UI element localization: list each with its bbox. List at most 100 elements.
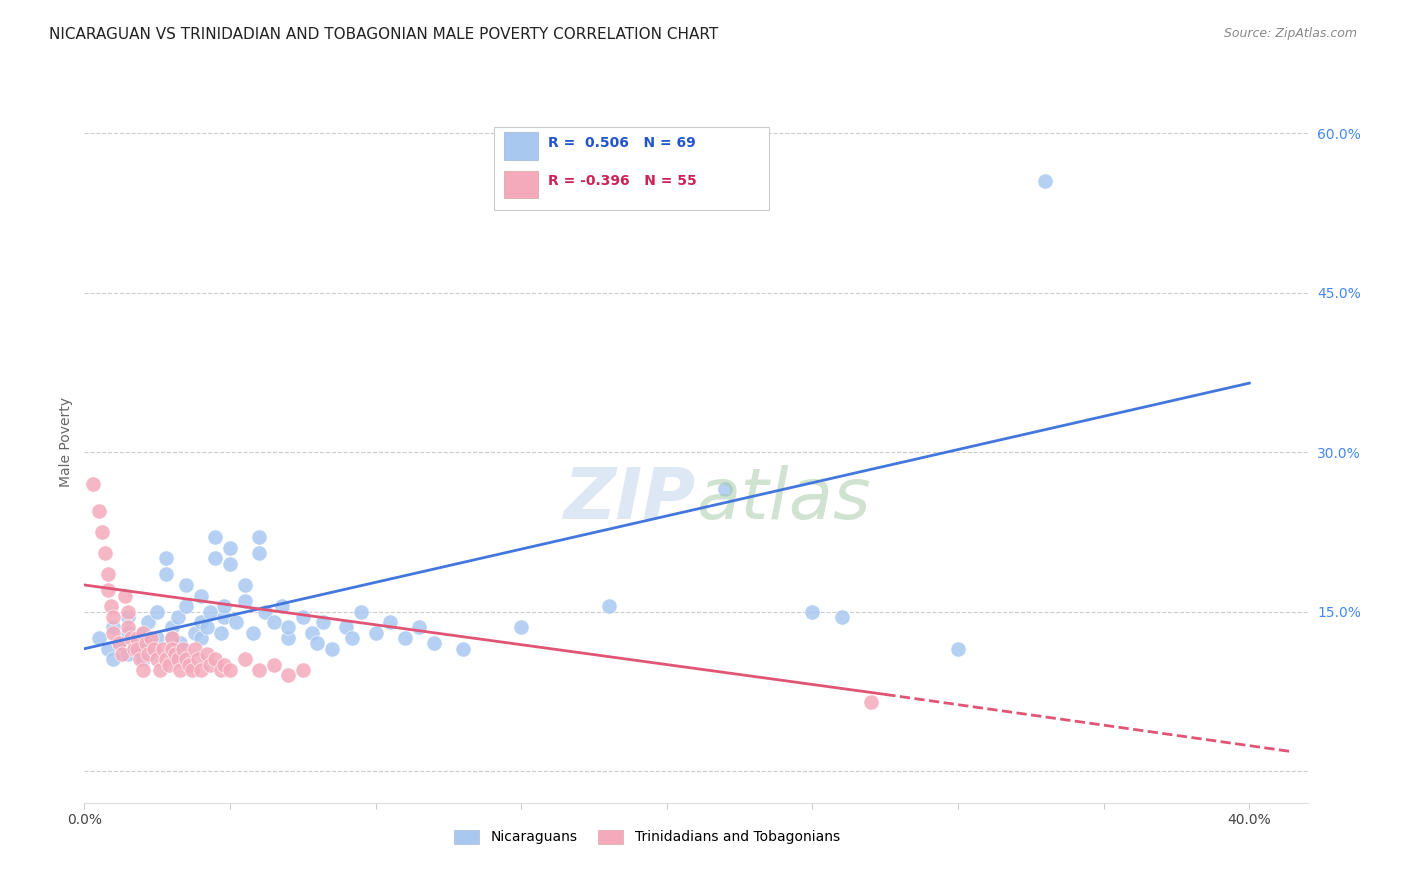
Point: [321, 641, 343, 656]
Point: [247, 530, 270, 544]
Point: [160, 641, 183, 656]
Text: ZIP: ZIP: [564, 465, 696, 533]
Point: [111, 647, 134, 661]
Point: [277, 620, 299, 634]
Point: [277, 631, 299, 645]
Point: [82, 477, 104, 491]
Point: [166, 610, 188, 624]
Point: [117, 620, 139, 634]
Point: [169, 663, 191, 677]
Point: [312, 615, 335, 630]
Point: [131, 625, 153, 640]
Point: [138, 615, 160, 630]
Text: Source: ZipAtlas.com: Source: ZipAtlas.com: [1223, 27, 1357, 40]
Point: [120, 631, 142, 645]
Point: [263, 615, 285, 630]
Point: [307, 636, 329, 650]
Point: [174, 652, 197, 666]
Point: [108, 636, 131, 650]
Point: [103, 625, 125, 640]
Point: [90, 524, 112, 539]
FancyBboxPatch shape: [494, 128, 769, 211]
Point: [271, 599, 294, 614]
Point: [160, 631, 183, 645]
Point: [160, 631, 183, 645]
Legend: Nicaraguans, Trinidadians and Tobagonians: Nicaraguans, Trinidadians and Tobagonian…: [449, 824, 845, 850]
Point: [394, 631, 416, 645]
Point: [138, 636, 160, 650]
Point: [117, 625, 139, 640]
Point: [247, 663, 270, 677]
Point: [204, 530, 226, 544]
Point: [179, 657, 201, 672]
Point: [160, 620, 183, 634]
Point: [108, 636, 131, 650]
Point: [184, 641, 207, 656]
Point: [946, 641, 969, 656]
Point: [131, 641, 153, 656]
Point: [423, 636, 446, 650]
Point: [190, 589, 212, 603]
Text: R = -0.396   N = 55: R = -0.396 N = 55: [548, 175, 697, 188]
Point: [103, 620, 125, 634]
Point: [247, 546, 270, 560]
Point: [166, 652, 188, 666]
Point: [510, 620, 533, 634]
Point: [301, 625, 323, 640]
Point: [163, 647, 186, 661]
Point: [263, 657, 285, 672]
Point: [233, 594, 256, 608]
Point: [172, 641, 194, 656]
Point: [242, 625, 264, 640]
Point: [187, 652, 209, 666]
Point: [141, 631, 163, 645]
Point: [97, 567, 120, 582]
Point: [209, 625, 232, 640]
Point: [174, 599, 197, 614]
Point: [117, 647, 139, 661]
Point: [143, 641, 166, 656]
Point: [212, 610, 235, 624]
Point: [169, 636, 191, 650]
Point: [225, 615, 247, 630]
Point: [198, 605, 221, 619]
Point: [212, 657, 235, 672]
Point: [97, 641, 120, 656]
Point: [114, 589, 136, 603]
Point: [103, 610, 125, 624]
Point: [364, 625, 387, 640]
Point: [149, 663, 172, 677]
Y-axis label: Male Poverty: Male Poverty: [59, 397, 73, 486]
Point: [152, 641, 174, 656]
FancyBboxPatch shape: [503, 170, 538, 198]
Point: [155, 551, 177, 566]
Point: [209, 663, 232, 677]
Point: [598, 599, 620, 614]
Text: atlas: atlas: [696, 465, 870, 533]
Point: [335, 620, 357, 634]
Point: [146, 605, 169, 619]
Point: [131, 652, 153, 666]
Point: [122, 641, 145, 656]
Point: [125, 631, 148, 645]
Point: [219, 557, 242, 571]
Point: [342, 631, 364, 645]
Point: [198, 657, 221, 672]
Point: [212, 599, 235, 614]
Point: [801, 605, 824, 619]
Point: [1035, 174, 1057, 188]
Point: [831, 610, 853, 624]
Point: [859, 695, 882, 709]
Point: [195, 647, 218, 661]
Point: [125, 641, 148, 656]
Point: [174, 578, 197, 592]
Point: [125, 631, 148, 645]
Point: [117, 605, 139, 619]
Point: [277, 668, 299, 682]
Point: [87, 631, 110, 645]
Point: [204, 652, 226, 666]
Point: [714, 483, 737, 497]
Point: [155, 652, 177, 666]
Point: [350, 605, 373, 619]
Point: [128, 652, 150, 666]
